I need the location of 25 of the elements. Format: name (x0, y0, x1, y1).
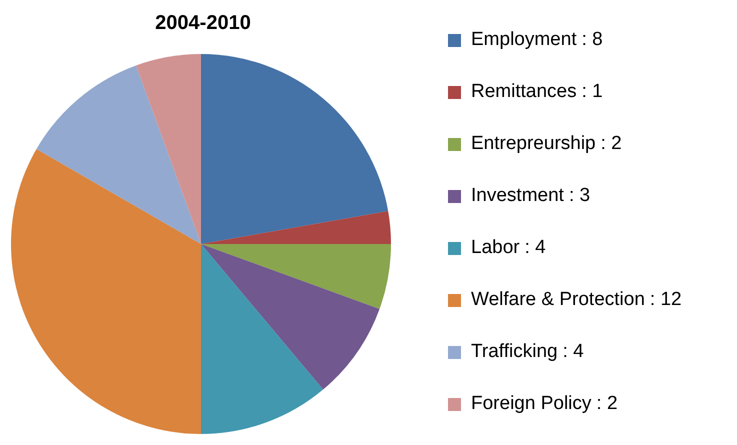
data-label: : 3 (568, 185, 590, 207)
pie-slice (36, 65, 201, 244)
data-label: : 12 (650, 289, 682, 311)
data-label: : 2 (596, 393, 618, 415)
legend-label: Employment (471, 29, 577, 51)
pie-slice (11, 149, 201, 434)
pie-slice (201, 211, 391, 244)
data-label: : 4 (562, 341, 584, 363)
legend-label: Investment (471, 185, 564, 207)
pie-slice (201, 244, 391, 309)
legend-label: Foreign Policy (471, 393, 592, 415)
pie-slice (201, 244, 380, 390)
data-label: : 1 (582, 81, 603, 103)
data-label: : 4 (524, 237, 546, 259)
legend-label: Labor (471, 237, 520, 259)
data-label: : 8 (582, 29, 603, 51)
legend-label: Welfare & Protection (471, 289, 645, 311)
legend-label: Remittances (471, 81, 577, 103)
chart-title: 2004-2010 (154, 12, 252, 35)
pie-slice (201, 54, 388, 244)
data-label: : 2 (600, 133, 622, 155)
pie-slice (201, 244, 324, 434)
legend-label: Trafficking (471, 341, 558, 363)
legend-label: Entrepreurship (471, 133, 596, 155)
pie-slice (136, 54, 201, 244)
